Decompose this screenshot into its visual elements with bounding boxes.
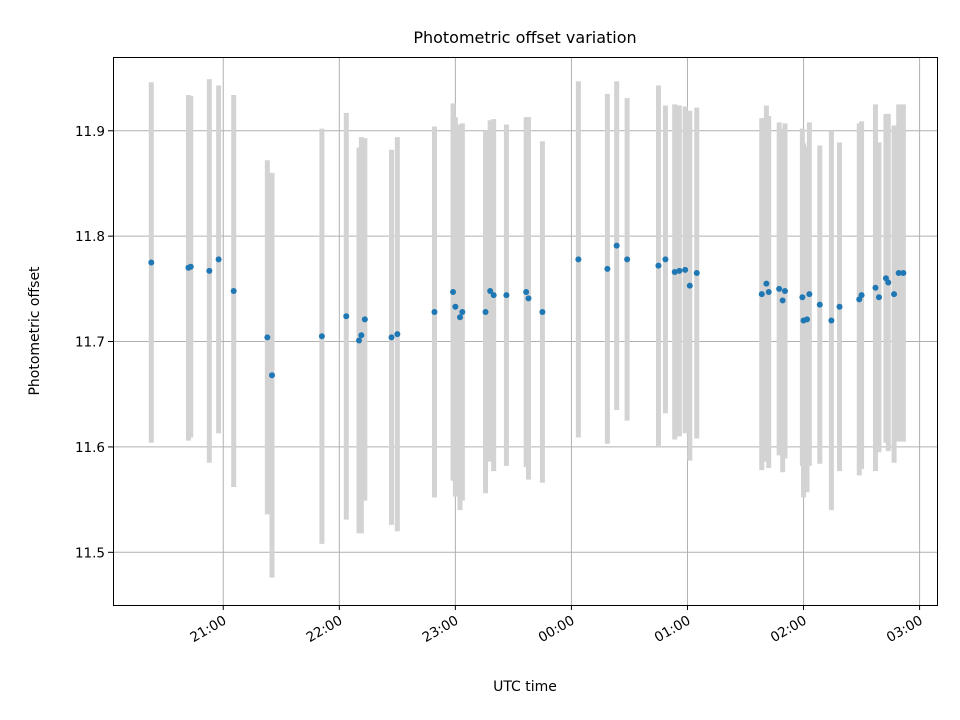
- data-point: [539, 309, 546, 316]
- data-point: [230, 287, 237, 294]
- data-point: [604, 265, 611, 272]
- data-point: [482, 309, 489, 316]
- y-axis-ticks: 11.5 11.6 11.7 11.8 11.9: [75, 124, 113, 561]
- data-point: [450, 289, 457, 296]
- data-point: [686, 282, 693, 289]
- data-point: [885, 279, 892, 286]
- data-point: [187, 263, 194, 270]
- data-point: [676, 267, 683, 274]
- y-tick-label: 11.7: [75, 335, 105, 351]
- data-point: [655, 262, 662, 269]
- data-point: [206, 267, 213, 274]
- data-point: [388, 334, 395, 341]
- data-point: [148, 259, 155, 266]
- data-point: [828, 317, 835, 324]
- data-point: [816, 301, 823, 308]
- y-tick-label: 11.8: [75, 229, 105, 245]
- data-point: [858, 292, 865, 299]
- data-point: [763, 280, 770, 287]
- x-axis-label: UTC time: [493, 679, 557, 695]
- data-point: [459, 309, 466, 316]
- data-point: [781, 287, 788, 294]
- data-point: [799, 294, 806, 301]
- data-point: [662, 256, 669, 263]
- data-point: [900, 270, 907, 277]
- data-point: [343, 313, 350, 320]
- data-point: [431, 309, 438, 316]
- data-point: [875, 294, 882, 301]
- data-point: [872, 284, 879, 291]
- data-point: [613, 242, 620, 249]
- data-point: [765, 289, 772, 296]
- data-point: [268, 372, 275, 379]
- data-point: [575, 256, 582, 263]
- data-point: [624, 256, 631, 263]
- data-point: [804, 316, 811, 323]
- data-point: [215, 256, 222, 263]
- data-point: [779, 297, 786, 304]
- y-tick-label: 11.6: [75, 440, 105, 456]
- data-point: [358, 332, 365, 339]
- data-points: [148, 242, 907, 379]
- data-point: [490, 292, 497, 299]
- y-tick-label: 11.9: [75, 124, 105, 140]
- data-point: [895, 270, 902, 277]
- chart-title: Photometric offset variation: [413, 28, 636, 47]
- data-point: [264, 334, 271, 341]
- data-point: [525, 295, 532, 302]
- data-point: [836, 303, 843, 310]
- data-point: [693, 270, 700, 277]
- y-tick-label: 11.5: [75, 545, 105, 561]
- data-point: [356, 337, 363, 344]
- data-point: [523, 289, 530, 296]
- data-point: [318, 333, 325, 340]
- data-point: [758, 291, 765, 298]
- data-point: [457, 314, 464, 321]
- plot-frame: [113, 57, 938, 606]
- data-point: [503, 292, 510, 299]
- y-axis-label: Photometric offset: [27, 266, 43, 396]
- data-point: [776, 285, 783, 292]
- data-point: [394, 331, 401, 338]
- data-point: [487, 287, 494, 294]
- data-point: [361, 316, 368, 323]
- data-point: [891, 291, 898, 298]
- data-point: [806, 291, 813, 298]
- data-point: [452, 303, 459, 310]
- data-point: [682, 266, 689, 273]
- data-point: [671, 268, 678, 275]
